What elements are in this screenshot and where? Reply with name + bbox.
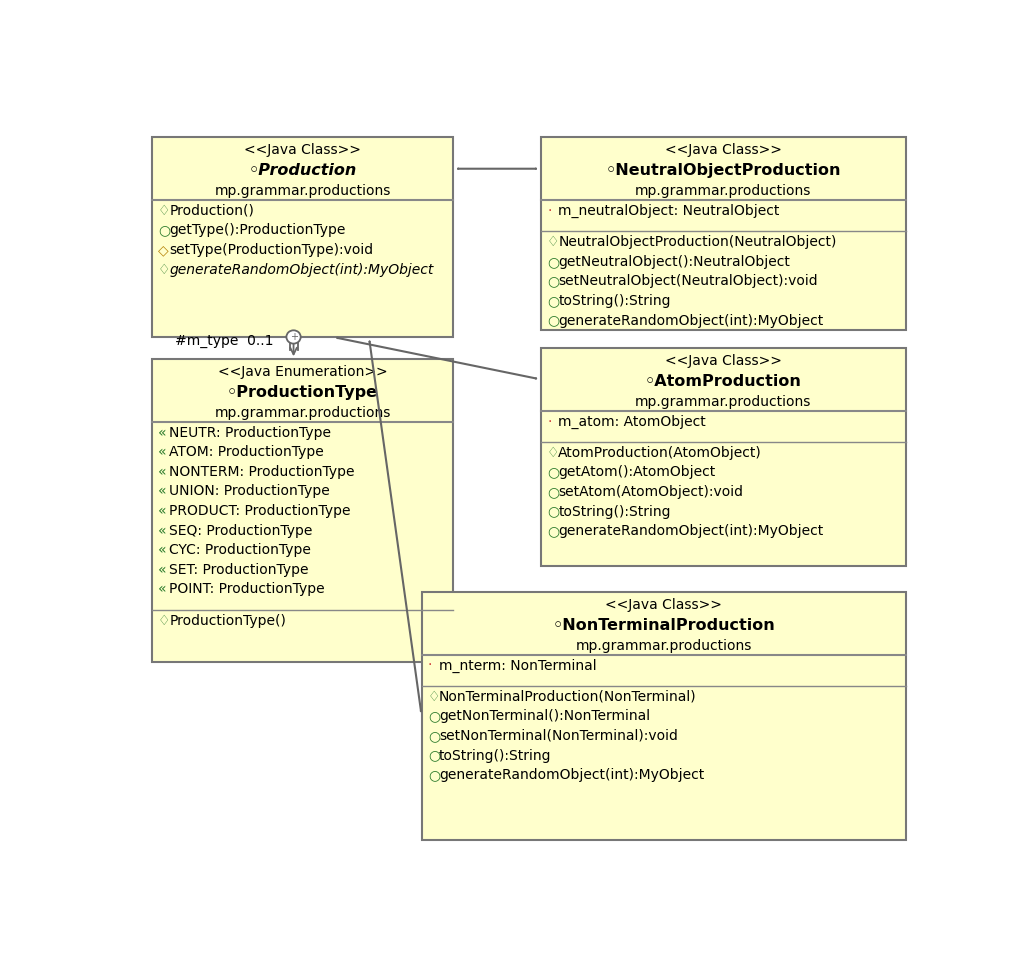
Text: <<Java Class>>: <<Java Class>> [244,143,361,157]
Bar [422,592,906,840]
Text: ◦Production: ◦Production [249,163,356,179]
Text: m_neutralObject: NeutralObject: m_neutralObject: NeutralObject [558,204,779,218]
Text: SEQ: ProductionType: SEQ: ProductionType [169,523,312,538]
Text: toString():String: toString():String [558,294,671,308]
Text: ◦ProductionType: ◦ProductionType [227,385,378,400]
Text: setNonTerminal(NonTerminal):void: setNonTerminal(NonTerminal):void [439,729,678,743]
Text: +: + [290,332,298,342]
Text: mp.grammar.productions: mp.grammar.productions [575,638,752,653]
Text: ○: ○ [547,466,559,479]
Text: «: « [158,563,167,577]
Text: ○: ○ [547,275,559,288]
Text: mp.grammar.productions: mp.grammar.productions [635,395,811,409]
Text: «: « [158,425,167,440]
Text: PRODUCT: ProductionType: PRODUCT: ProductionType [169,504,351,518]
Text: ♢: ♢ [428,690,440,704]
Text: ○: ○ [547,254,559,269]
Text: <<Java Enumeration>>: <<Java Enumeration>> [218,365,387,379]
Text: «: « [158,445,167,459]
Text: toString():String: toString():String [558,505,671,518]
Text: setType(ProductionType):void: setType(ProductionType):void [169,243,374,257]
Text: ◦AtomProduction: ◦AtomProduction [645,373,802,389]
Text: NONTERM: ProductionType: NONTERM: ProductionType [169,465,354,479]
Circle shape [287,330,301,344]
Text: ○: ○ [428,729,440,743]
Text: ○: ○ [547,314,559,327]
Text: ♢: ♢ [158,613,171,628]
Text: ○: ○ [428,749,440,762]
Bar [152,359,454,662]
Text: <<Java Class>>: <<Java Class>> [665,354,781,368]
Text: #m_type  0..1: #m_type 0..1 [175,334,273,348]
Bar [541,137,906,329]
Text: ·: · [547,415,551,428]
Text: ○: ○ [547,294,559,308]
Text: ○: ○ [547,524,559,539]
Text: «: « [158,583,167,596]
Text: mp.grammar.productions: mp.grammar.productions [214,184,391,199]
Bar [152,137,454,337]
Text: «: « [158,543,167,557]
Text: getNeutralObject():NeutralObject: getNeutralObject():NeutralObject [558,254,790,269]
Text: ·: · [428,659,432,672]
Text: «: « [158,523,167,538]
Text: ATOM: ProductionType: ATOM: ProductionType [169,445,324,459]
Text: «: « [158,485,167,498]
Text: CYC: ProductionType: CYC: ProductionType [169,543,311,557]
Text: m_nterm: NonTerminal: m_nterm: NonTerminal [439,659,597,673]
Text: ♢: ♢ [547,445,559,460]
Text: ○: ○ [547,505,559,518]
Text: mp.grammar.productions: mp.grammar.productions [635,184,811,199]
Text: AtomProduction(AtomObject): AtomProduction(AtomObject) [558,445,762,460]
Text: ◦NonTerminalProduction: ◦NonTerminalProduction [552,618,775,633]
Text: NonTerminalProduction(NonTerminal): NonTerminalProduction(NonTerminal) [439,690,696,704]
Text: generateRandomObject(int):MyObject: generateRandomObject(int):MyObject [558,524,823,539]
Text: generateRandomObject(int):MyObject: generateRandomObject(int):MyObject [558,314,823,327]
Text: ○: ○ [158,224,170,237]
Text: UNION: ProductionType: UNION: ProductionType [169,485,330,498]
Text: ○: ○ [547,485,559,499]
Text: getType():ProductionType: getType():ProductionType [169,224,346,237]
Text: «: « [158,465,167,479]
Text: generateRandomObject(int):MyObject: generateRandomObject(int):MyObject [439,768,705,782]
Text: Production(): Production() [169,204,254,218]
Text: ·: · [547,204,551,218]
Text: mp.grammar.productions: mp.grammar.productions [214,406,391,420]
Text: m_atom: AtomObject: m_atom: AtomObject [558,415,706,428]
Text: ProductionType(): ProductionType() [169,613,286,628]
Text: SET: ProductionType: SET: ProductionType [169,563,309,577]
Text: ♢: ♢ [158,263,171,276]
Text: NeutralObjectProduction(NeutralObject): NeutralObjectProduction(NeutralObject) [558,235,837,250]
Text: ◇: ◇ [158,243,169,257]
Text: setNeutralObject(NeutralObject):void: setNeutralObject(NeutralObject):void [558,275,818,288]
Text: POINT: ProductionType: POINT: ProductionType [169,583,325,596]
Text: ♢: ♢ [547,235,559,250]
Bar [541,348,906,566]
Text: ○: ○ [428,709,440,724]
Text: ♢: ♢ [158,204,171,218]
Text: getAtom():AtomObject: getAtom():AtomObject [558,466,716,479]
Text: ○: ○ [428,768,440,782]
Text: getNonTerminal():NonTerminal: getNonTerminal():NonTerminal [439,709,650,724]
Text: toString():String: toString():String [439,749,552,762]
Text: ◦NeutralObjectProduction: ◦NeutralObjectProduction [605,163,841,179]
Text: NEUTR: ProductionType: NEUTR: ProductionType [169,425,332,440]
Text: generateRandomObject(int):MyObject: generateRandomObject(int):MyObject [169,263,433,276]
Text: «: « [158,504,167,518]
Text: <<Java Class>>: <<Java Class>> [665,143,781,157]
Text: <<Java Class>>: <<Java Class>> [605,598,722,612]
Text: setAtom(AtomObject):void: setAtom(AtomObject):void [558,485,743,499]
